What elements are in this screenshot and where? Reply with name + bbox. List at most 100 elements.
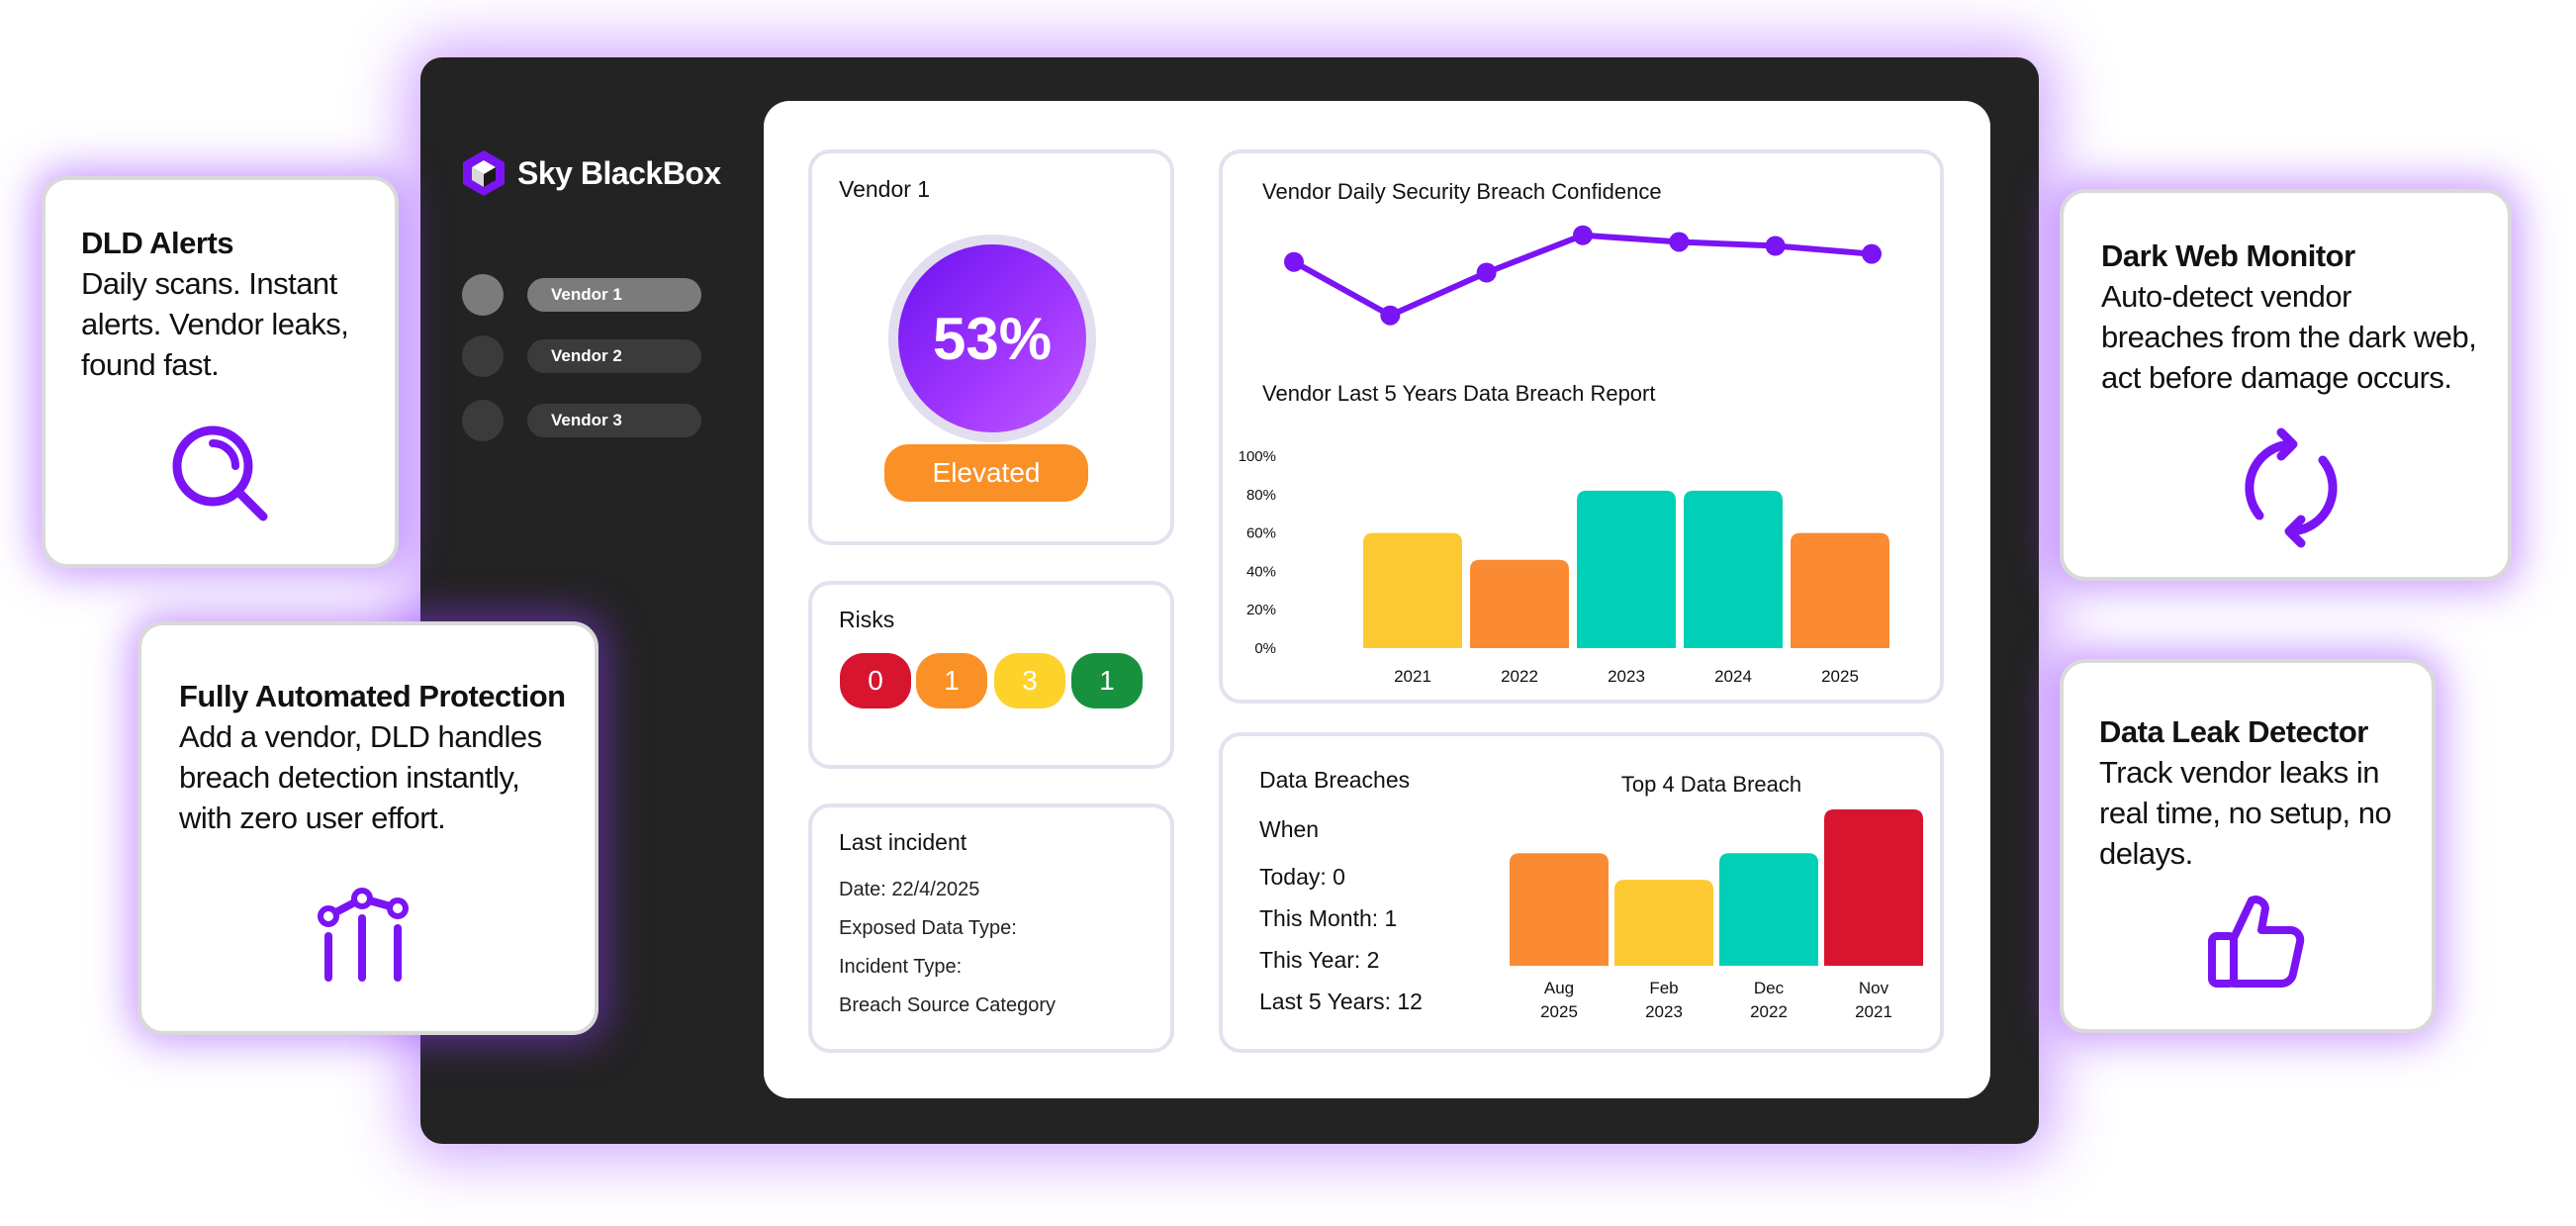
vendor-card-title: Vendor 1 [839, 176, 931, 202]
top4-month-label: Nov [1859, 979, 1889, 997]
x-tick-label: 2021 [1394, 667, 1431, 686]
sidebar-item-vendor-2[interactable]: Vendor 2 [462, 335, 701, 377]
breaches-today: Today: 0 [1259, 864, 1345, 890]
feature-line: Add a vendor, DLD handles [179, 719, 542, 754]
feature-card-dark-web-monitor: Dark Web Monitor Auto-detect vendor brea… [2060, 189, 2512, 581]
incident-type: Incident Type: [839, 956, 963, 978]
top4-bar-3 [1824, 809, 1923, 966]
data-breaches-title: Data Breaches [1259, 767, 1411, 793]
confidence-point-2 [1476, 262, 1497, 283]
analytics-icon [318, 888, 409, 982]
incident-date: Date: 22/4/2025 [839, 879, 980, 900]
vendor-avatar [462, 274, 504, 316]
feature-line: Track vendor leaks in [2099, 755, 2379, 790]
incident-source: Breach Source Category [839, 994, 1057, 1016]
breaches-last-5-years: Last 5 Years: 12 [1259, 989, 1423, 1014]
data-breaches-card [1219, 732, 1944, 1053]
x-tick-label: 2022 [1501, 667, 1538, 686]
bar-2025 [1791, 532, 1889, 648]
top4-year-label: 2023 [1645, 1002, 1683, 1021]
top-4-breach-chart: Top 4 Data Breach Aug 2025 Feb 2023 Dec 2022 No… [1510, 772, 1923, 1021]
breaches-this-month: This Month: 1 [1259, 905, 1398, 931]
top4-month-label: Feb [1649, 979, 1678, 997]
feature-card-data-leak-detector: Data Leak Detector Track vendor leaks in… [2060, 659, 2436, 1033]
line-chart-title: Vendor Daily Security Breach Confidence [1262, 179, 1662, 204]
feature-card-dld-alerts: DLD Alerts Daily scans. Instant alerts. … [42, 176, 399, 568]
brand-logo[interactable]: Sky BlackBox [460, 148, 721, 198]
top4-month-label: Dec [1754, 979, 1785, 997]
bar-2024 [1684, 490, 1783, 648]
feature-description: Daily scans. Instant alerts. Vendor leak… [81, 263, 349, 385]
feature-title: Dark Web Monitor [2101, 238, 2355, 273]
feature-title: DLD Alerts [81, 226, 234, 260]
top4-year-label: 2021 [1855, 1002, 1892, 1021]
risk-high-badge[interactable]: 1 [916, 653, 987, 708]
feature-line: delays. [2099, 836, 2193, 871]
y-tick-label: 20% [1246, 602, 1276, 618]
confidence-point-3 [1573, 225, 1593, 245]
thumbs-up-icon [2208, 896, 2305, 988]
feature-description: Auto-detect vendor breaches from the dar… [2101, 276, 2477, 398]
risk-critical-badge[interactable]: 0 [840, 653, 911, 708]
bar-2021 [1363, 532, 1462, 648]
brand-name: Sky BlackBox [517, 154, 721, 191]
y-tick-label: 80% [1246, 487, 1276, 504]
vendor-score-circle: 53% [888, 235, 1096, 442]
y-tick-label: 0% [1254, 640, 1276, 657]
cube-logo-icon [463, 150, 505, 196]
feature-title: Data Leak Detector [2099, 714, 2368, 749]
top4-year-label: 2022 [1750, 1002, 1788, 1021]
feature-line: with zero user effort. [179, 801, 446, 835]
x-tick-label: 2024 [1714, 667, 1752, 686]
y-tick-label: 60% [1246, 525, 1276, 542]
sidebar-item-vendor-3[interactable]: Vendor 3 [462, 400, 701, 441]
y-tick-label: 40% [1246, 563, 1276, 580]
incident-exposed-type: Exposed Data Type: [839, 917, 1017, 939]
refresh-icon [2245, 427, 2338, 548]
risk-medium-badge[interactable]: 3 [994, 653, 1065, 708]
vendor-avatar [462, 335, 504, 377]
sidebar-item-label: Vendor 2 [527, 339, 701, 373]
x-tick-label: 2023 [1608, 667, 1645, 686]
feature-description: Add a vendor, DLD handles breach detecti… [179, 716, 566, 838]
bar-2023 [1577, 490, 1676, 648]
bar-2022 [1470, 559, 1569, 648]
breaches-when-label: When [1259, 816, 1320, 842]
bar-chart-title: Vendor Last 5 Years Data Breach Report [1262, 381, 1655, 406]
breach-charts: Vendor Daily Security Breach Confidence V… [1239, 179, 1889, 686]
search-icon [172, 425, 268, 521]
sidebar-item-label: Vendor 3 [527, 404, 701, 437]
top4-year-label: 2025 [1540, 1002, 1578, 1021]
feature-line: breaches from the dark web, [2101, 320, 2477, 354]
top4-bar-1 [1614, 880, 1713, 966]
top4-bar-2 [1719, 853, 1818, 966]
feature-line: found fast. [81, 347, 220, 382]
breaches-this-year: This Year: 2 [1259, 947, 1380, 973]
sidebar-item-vendor-1[interactable]: Vendor 1 [462, 274, 701, 316]
x-tick-label: 2025 [1821, 667, 1859, 686]
last-incident-card [808, 803, 1174, 1053]
feature-title: Fully Automated Protection [179, 679, 566, 713]
feature-line: Daily scans. Instant [81, 266, 337, 301]
feature-line: act before damage occurs. [2101, 360, 2452, 395]
confidence-point-4 [1669, 232, 1690, 252]
confidence-point-0 [1284, 251, 1304, 272]
sidebar-item-label: Vendor 1 [527, 278, 701, 312]
feature-line: Auto-detect vendor [2101, 279, 2351, 314]
feature-line: breach detection instantly, [179, 760, 520, 795]
feature-card-automated-protection: Fully Automated Protection Add a vendor,… [138, 621, 598, 1035]
risk-low-badge[interactable]: 1 [1071, 653, 1143, 708]
confidence-point-6 [1862, 243, 1882, 264]
top4-bar-0 [1510, 853, 1609, 966]
confidence-point-5 [1765, 236, 1786, 256]
risk-level-badge: Elevated [884, 444, 1088, 502]
top4-month-label: Aug [1544, 979, 1574, 997]
risks-title: Risks [839, 607, 895, 632]
vendor-avatar [462, 400, 504, 441]
top4-chart-title: Top 4 Data Breach [1621, 772, 1801, 797]
confidence-point-1 [1380, 305, 1401, 326]
last-incident-title: Last incident [839, 829, 967, 855]
feature-line: alerts. Vendor leaks, [81, 307, 349, 341]
feature-line: real time, no setup, no [2099, 796, 2392, 830]
feature-description: Track vendor leaks in real time, no setu… [2099, 752, 2392, 874]
